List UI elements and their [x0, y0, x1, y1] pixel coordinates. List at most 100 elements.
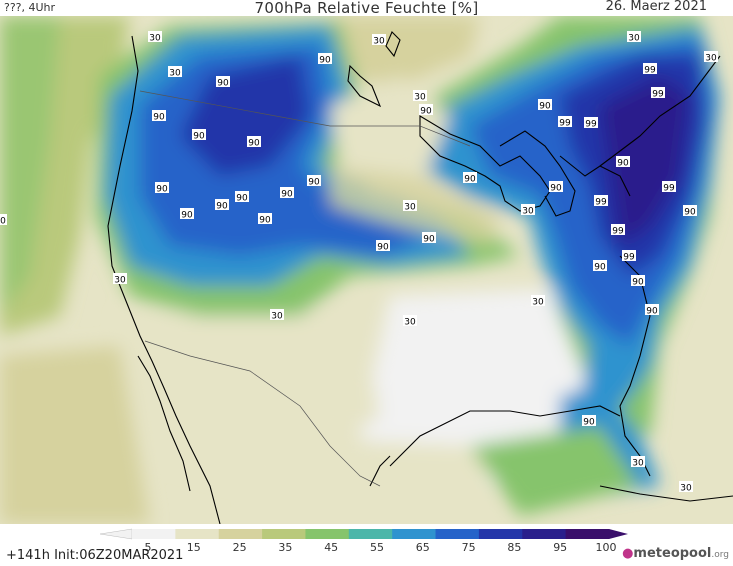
valid-date: 26. Maerz 2021	[605, 0, 707, 14]
svg-text:90: 90	[594, 263, 606, 273]
contour-label: 99	[594, 195, 608, 208]
colorbar-tick-label: 15	[187, 541, 201, 554]
site-logo[interactable]: ●meteopool.org	[622, 546, 729, 561]
contour-label: 30	[403, 315, 417, 328]
svg-text:99: 99	[623, 253, 635, 263]
contour-label: 30	[168, 66, 182, 79]
contour-label: 90	[593, 260, 607, 273]
contour-label: 90	[582, 415, 596, 428]
colorbar-segment	[175, 529, 220, 539]
svg-text:90: 90	[423, 235, 435, 245]
svg-text:90: 90	[583, 418, 595, 428]
colorbar-segment	[392, 529, 437, 539]
contour-label: 30	[627, 31, 641, 44]
svg-text:90: 90	[156, 185, 168, 195]
contour-label: 30	[679, 481, 693, 494]
init-time: +141h Init:06Z20MAR2021	[6, 548, 184, 563]
colorbar-segment	[565, 529, 610, 539]
svg-text:30: 30	[628, 34, 640, 44]
footer: 5 15 25 35 45 55 65 75 85 95 100 +141h Init:06Z20M…	[0, 524, 733, 566]
humidity-field	[0, 16, 720, 524]
contour-label: 90	[683, 205, 697, 218]
contour-label: 90	[616, 156, 630, 169]
contour-label: 90	[155, 182, 169, 195]
svg-text:30: 30	[414, 93, 426, 103]
contour-label: 0	[0, 214, 7, 227]
colorbar-segment	[218, 529, 263, 539]
contour-label: 99	[651, 87, 665, 100]
humidity-map[interactable]: 30 30 90 90 30 90 90 90 90 90 90 90 90 90 90 90 90 30 30 90…	[0, 16, 733, 524]
colorbar-segment	[305, 529, 350, 539]
svg-text:99: 99	[663, 184, 675, 194]
contour-label: 99	[643, 63, 657, 76]
svg-text:90: 90	[464, 175, 476, 185]
contour-label: 90	[216, 76, 230, 89]
contour-label: 90	[645, 304, 659, 317]
svg-text:30: 30	[404, 318, 416, 328]
contour-labels: 30 30 90 90 30 90 90 90 90 90 90 90 90 90 90 90 90 30 30 90…	[0, 31, 718, 494]
colorbar-high-arrow	[609, 529, 628, 539]
contour-label: 30	[521, 204, 535, 217]
colorbar-tick-label: 100	[596, 541, 617, 554]
colorbar-tick-label: 75	[462, 541, 476, 554]
svg-text:30: 30	[373, 37, 385, 47]
colorbar-segment	[435, 529, 480, 539]
svg-text:30: 30	[522, 207, 534, 217]
colorbar-segment	[348, 529, 393, 539]
svg-text:30: 30	[114, 276, 126, 286]
colorbar-tick-label: 5	[145, 541, 152, 554]
colorbar: 5 15 25 35 45 55 65 75 85 95 100	[99, 528, 628, 554]
contour-label: 90	[307, 175, 321, 188]
svg-text:99: 99	[644, 66, 656, 76]
colorbar-tick-label: 45	[324, 541, 338, 554]
contour-label: 90	[180, 208, 194, 221]
colorbar-tick-label: 35	[278, 541, 292, 554]
contour-label: 99	[611, 224, 625, 237]
svg-text:0: 0	[0, 217, 6, 227]
contour-label: 99	[558, 116, 572, 129]
svg-text:30: 30	[404, 203, 416, 213]
contour-label: 30	[270, 309, 284, 322]
svg-text:90: 90	[646, 307, 658, 317]
colorbar-tick-label: 85	[507, 541, 521, 554]
colorbar-low-arrow	[99, 528, 133, 540]
colorbar-tick-label: 25	[233, 541, 247, 554]
colorbar-tick-label: 95	[553, 541, 567, 554]
contour-label: 90	[192, 129, 206, 142]
borders	[139, 90, 471, 487]
svg-text:90: 90	[248, 139, 260, 149]
svg-text:90: 90	[550, 184, 562, 194]
contour-label: 30	[631, 456, 645, 469]
contour-label: 30	[113, 273, 127, 286]
contour-label: 99	[584, 117, 598, 130]
contour-label: 90	[280, 187, 294, 200]
svg-text:90: 90	[193, 132, 205, 142]
contour-label: 90	[538, 99, 552, 112]
svg-text:30: 30	[149, 34, 161, 44]
svg-text:90: 90	[377, 243, 389, 253]
contour-label: 90	[235, 191, 249, 204]
svg-text:90: 90	[308, 178, 320, 188]
map-title: 700hPa Relative Feuchte [%]	[254, 0, 479, 17]
svg-text:90: 90	[539, 102, 551, 112]
header-bar: ???, 4Uhr 700hPa Relative Feuchte [%] 26…	[0, 0, 733, 17]
colorbar-segment	[478, 529, 523, 539]
svg-text:90: 90	[281, 190, 293, 200]
contour-label: 99	[662, 181, 676, 194]
svg-text:90: 90	[217, 79, 229, 89]
svg-text:30: 30	[532, 298, 544, 308]
svg-text:90: 90	[181, 211, 193, 221]
contour-label: 30	[413, 90, 427, 103]
colorbar-tick-label: 65	[416, 541, 430, 554]
contour-label: 99	[622, 250, 636, 263]
svg-text:30: 30	[169, 69, 181, 79]
colorbar-segment	[262, 529, 306, 539]
colorbar-segment	[522, 529, 567, 539]
svg-text:90: 90	[236, 194, 248, 204]
svg-text:99: 99	[585, 120, 597, 130]
contour-label: 90	[258, 213, 272, 226]
contour-label: 30	[148, 31, 162, 44]
contour-label: 30	[531, 295, 545, 308]
svg-text:99: 99	[652, 90, 664, 100]
svg-text:99: 99	[595, 198, 607, 208]
